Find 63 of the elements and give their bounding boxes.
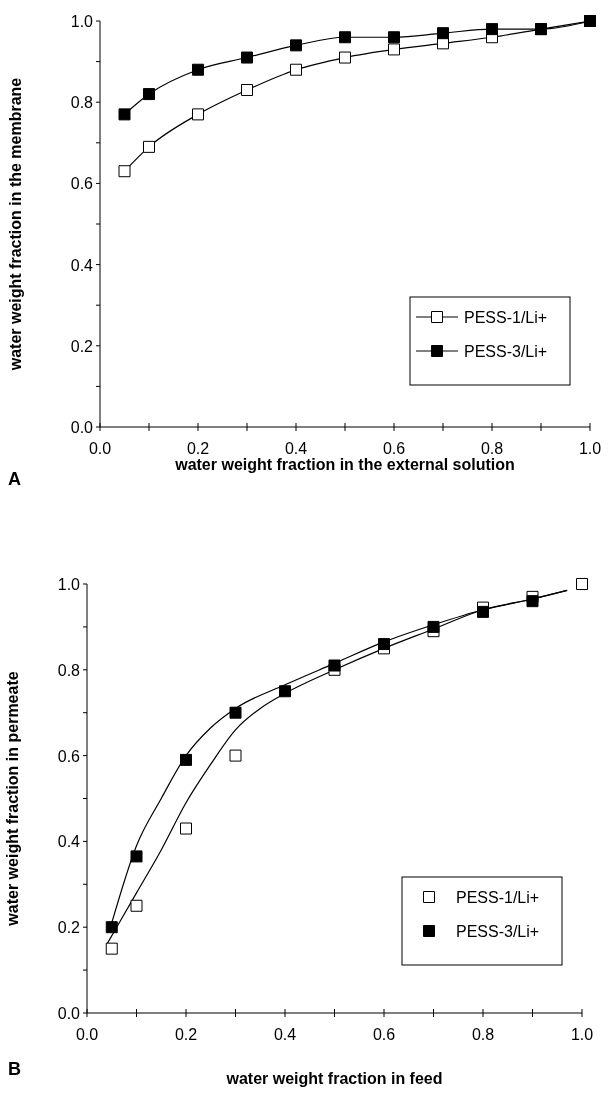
- y-tick-label: 0.2: [70, 337, 94, 355]
- point: [427, 620, 440, 633]
- y-tick-label: 0.0: [70, 419, 94, 436]
- point: [339, 31, 351, 44]
- legend-label: PESS-3/Li+: [464, 343, 548, 360]
- y-tick-label: 0.4: [70, 256, 94, 274]
- point: [339, 51, 351, 64]
- point: [118, 108, 131, 121]
- point: [105, 942, 118, 955]
- x-tick-label: 0.6: [372, 1026, 396, 1043]
- point: [388, 31, 400, 44]
- x-tick-label: 0.4: [284, 440, 308, 457]
- y-axis-title: water weight fraction in the membrane: [7, 77, 24, 372]
- y-tick-label: 1.0: [70, 13, 94, 30]
- x-tick-label: 0.8: [471, 1026, 495, 1043]
- x-axis-title: water weight fraction in feed: [225, 1070, 443, 1087]
- point: [192, 108, 204, 121]
- point: [229, 706, 242, 719]
- point: [180, 753, 192, 766]
- point: [130, 899, 143, 912]
- point: [192, 63, 204, 76]
- point: [180, 822, 192, 835]
- y-tick-label: 0.6: [70, 175, 94, 193]
- y-axis-title: water weight fraction in permeate: [4, 671, 21, 927]
- legend-label: PESS-3/Li+: [456, 923, 540, 940]
- y-tick-label: 0.2: [57, 919, 81, 937]
- text: B: [8, 1059, 21, 1079]
- point: [388, 43, 400, 56]
- y-tick-label: 0.4: [57, 833, 81, 851]
- y-tick-label: 1.0: [57, 576, 81, 593]
- x-tick-label: 0.2: [186, 440, 210, 457]
- point: [328, 659, 341, 672]
- x-tick-label: 0.0: [88, 440, 112, 457]
- point: [229, 749, 242, 762]
- point: [143, 140, 155, 153]
- x-tick-label: 0.2: [174, 1026, 198, 1043]
- point: [437, 27, 449, 40]
- x-tick-label: 1.0: [570, 1026, 594, 1043]
- y-tick-label: 0.8: [70, 94, 94, 112]
- y-tick-label: 0.8: [57, 661, 81, 679]
- point: [290, 39, 302, 52]
- x-tick-label: 1.0: [578, 440, 602, 457]
- point: [486, 23, 498, 36]
- point: [130, 850, 143, 863]
- y-tick-label: 0.0: [57, 1005, 81, 1022]
- point: [378, 638, 390, 651]
- point: [105, 921, 118, 934]
- point: [279, 685, 291, 698]
- point: [526, 595, 539, 608]
- point: [477, 605, 489, 618]
- point: [143, 88, 155, 101]
- point: [118, 165, 131, 178]
- legend-label: PESS-1/Li+: [456, 889, 540, 906]
- point: [241, 84, 253, 97]
- x-tick-label: 0.4: [273, 1026, 297, 1043]
- legend-label: PESS-1/Li+: [464, 309, 548, 326]
- point: [290, 63, 302, 76]
- x-axis-title: water weight fraction in the external solution: [174, 456, 515, 473]
- y-tick-label: 0.6: [57, 747, 81, 765]
- text: A: [8, 469, 21, 489]
- point: [241, 51, 253, 64]
- x-tick-label: 0.6: [382, 440, 406, 457]
- x-tick-label: 0.8: [480, 440, 504, 457]
